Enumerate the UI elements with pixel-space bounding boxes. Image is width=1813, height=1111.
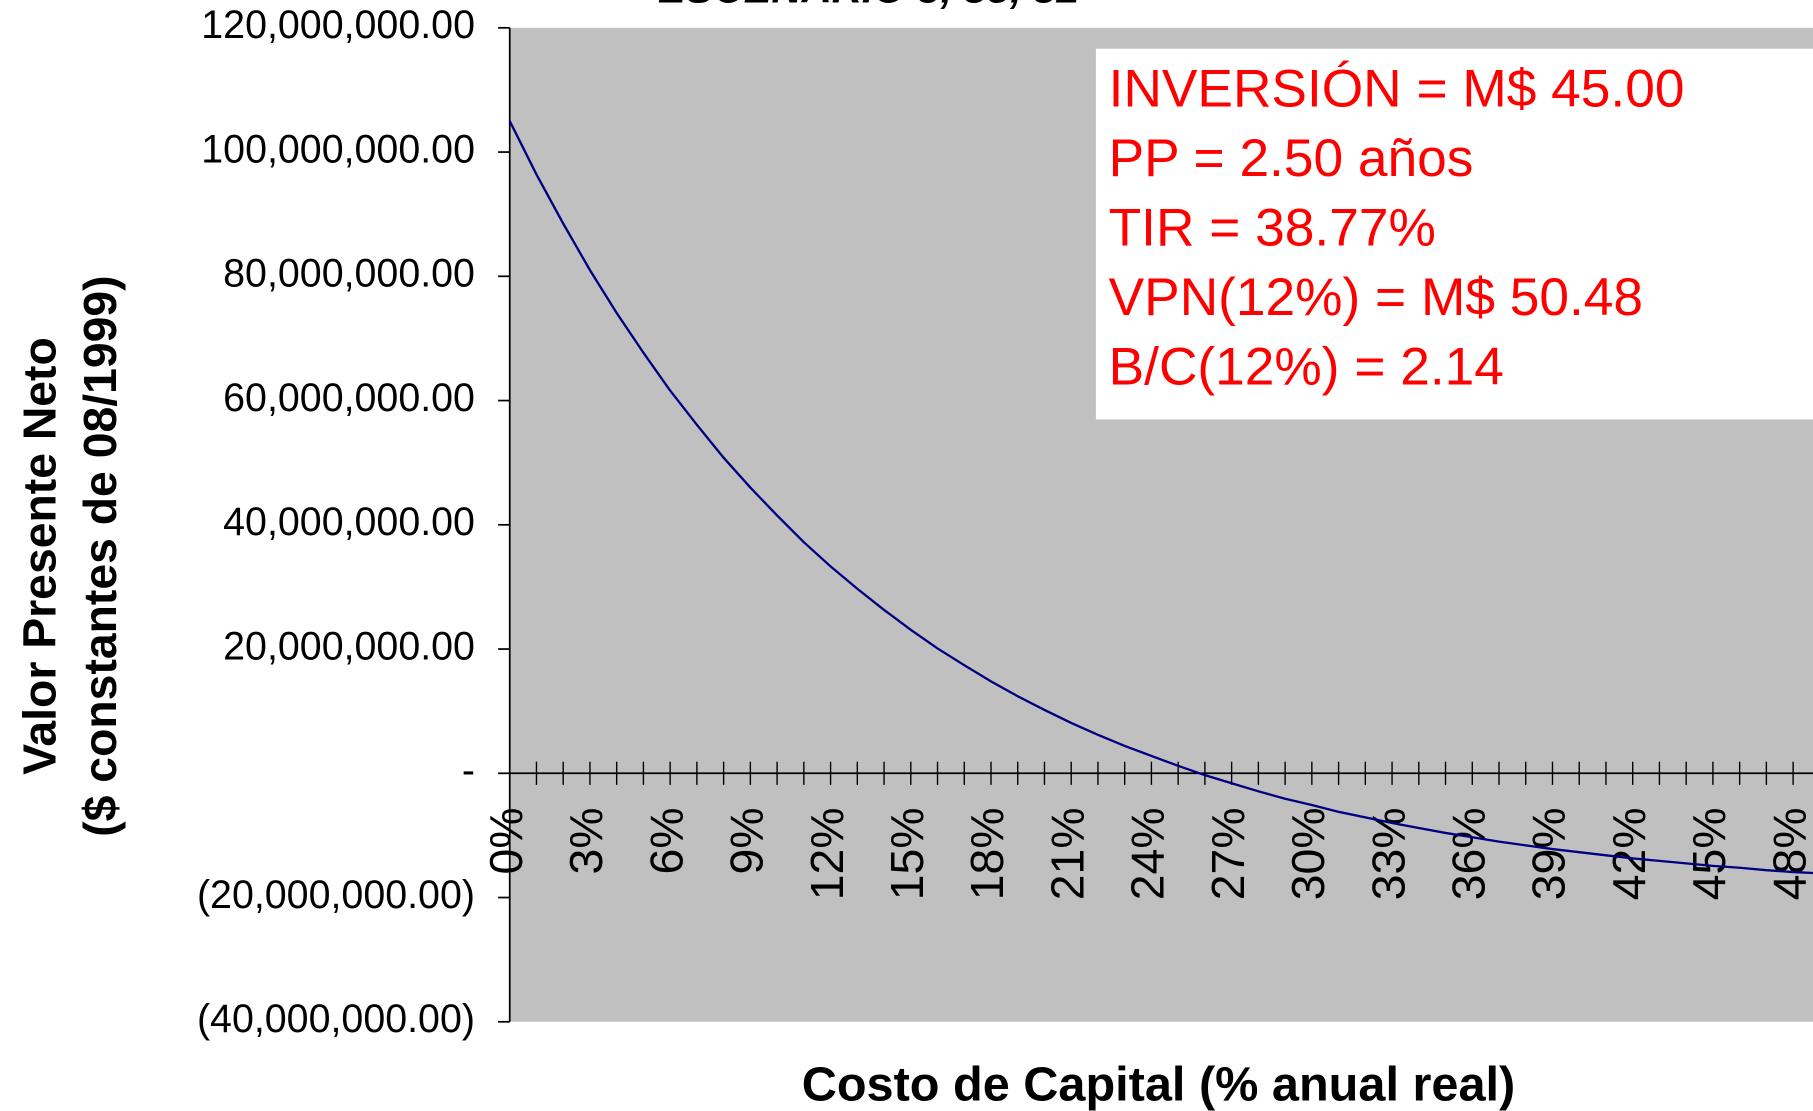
y-tick-label: 100,000,000.00 (201, 127, 475, 171)
y-axis-title: Valor Presente Neto (14, 337, 66, 775)
x-tick-label: 12% (801, 807, 853, 900)
x-tick-label: 48% (1763, 807, 1813, 900)
x-tick-label: 24% (1122, 807, 1174, 900)
x-axis-title: Costo de Capital (% anual real) (802, 1058, 1516, 1111)
series-line (508, 120, 1813, 875)
y-tick-label: - (462, 749, 475, 793)
annotation-line: PP = 2.50 años (1109, 129, 1474, 188)
annotation-line: TIR = 38.77% (1109, 199, 1436, 258)
x-tick-label: 15% (881, 807, 933, 900)
x-tick-label: 3% (560, 807, 612, 874)
y-axis-title: ($ constantes de 08/1999) (74, 275, 126, 836)
x-tick-label: 18% (961, 807, 1013, 900)
y-tick-label: 40,000,000.00 (223, 500, 475, 544)
x-tick-label: 45% (1683, 807, 1735, 900)
x-tick-label: 0% (480, 807, 532, 874)
x-tick-label: 36% (1443, 807, 1495, 900)
annotation-line: INVERSIÓN = M$ 45.00 (1109, 60, 1685, 119)
y-tick-label: (40,000,000.00) (197, 997, 475, 1041)
x-tick-label: 21% (1041, 807, 1093, 900)
x-tick-label: 9% (721, 807, 773, 874)
annotation-line: B/C(12%) = 2.14 (1109, 338, 1504, 397)
y-tick-label: (20,000,000.00) (197, 873, 475, 917)
y-tick-label: 20,000,000.00 (223, 624, 475, 668)
chart-title: ESCENARIO 3, 85, 82 (658, 0, 1080, 11)
x-tick-label: 30% (1282, 807, 1334, 900)
y-tick-label: 80,000,000.00 (223, 252, 475, 296)
x-tick-label: 42% (1603, 807, 1655, 900)
annotation-box (1095, 48, 1813, 420)
y-tick-label: 120,000,000.00 (201, 3, 475, 47)
x-tick-label: 6% (640, 807, 692, 874)
x-tick-label: 27% (1202, 807, 1254, 900)
x-tick-label: 39% (1523, 807, 1575, 900)
annotation-line: VPN(12%) = M$ 50.48 (1109, 268, 1643, 327)
y-tick-label: 60,000,000.00 (223, 376, 475, 420)
